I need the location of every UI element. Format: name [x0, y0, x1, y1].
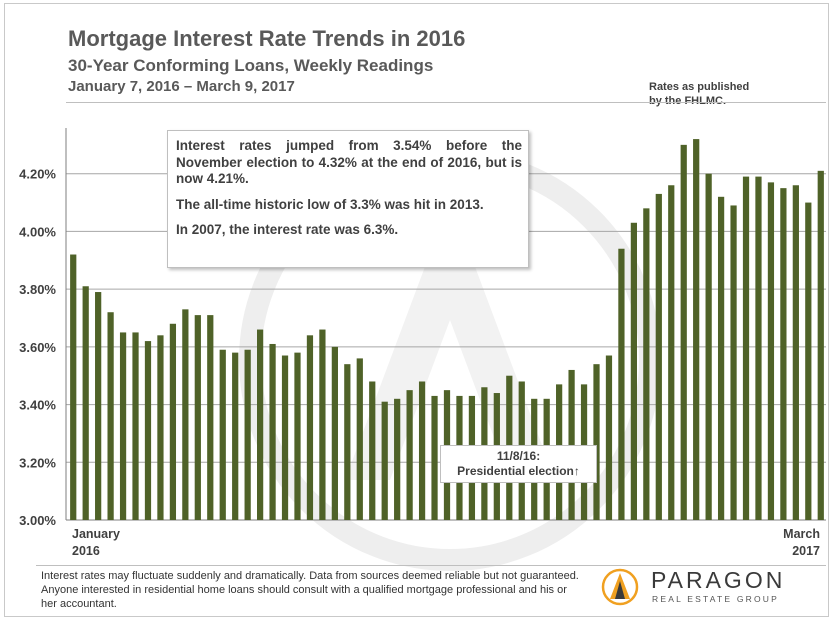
footer-divider — [36, 565, 826, 566]
y-tick-label: 3.60% — [19, 340, 56, 355]
logo-name: PARAGON — [651, 567, 786, 593]
chart-title: Mortgage Interest Rate Trends in 2016 — [68, 26, 466, 51]
bar — [618, 248, 625, 520]
header-divider — [66, 102, 826, 103]
chart-frame — [4, 3, 829, 617]
bar — [668, 185, 675, 520]
bar — [369, 381, 376, 520]
bar — [431, 395, 438, 520]
bar — [95, 292, 102, 520]
bar — [319, 329, 326, 520]
bar — [742, 176, 750, 520]
bar — [817, 170, 824, 521]
bar — [132, 332, 139, 520]
y-tick-label: 4.20% — [19, 167, 56, 182]
annotation-historic-low: The all-time historic low of 3.3% was hi… — [176, 196, 484, 212]
y-tick-label: 3.20% — [19, 455, 56, 470]
bar — [593, 364, 600, 520]
bar — [157, 335, 164, 520]
bar — [605, 355, 613, 520]
bar — [394, 398, 401, 520]
bar — [107, 312, 114, 520]
y-tick-label: 3.80% — [19, 282, 56, 297]
bar-series — [70, 139, 824, 521]
x-start-label-month: January — [72, 527, 120, 541]
paragon-logo: PARAGON REAL ESTATE GROUP — [601, 566, 801, 610]
bar — [680, 144, 687, 520]
bar — [82, 286, 89, 520]
x-start-label-year: 2016 — [72, 544, 100, 558]
bar — [269, 343, 276, 520]
bar — [568, 369, 575, 520]
bar — [406, 390, 413, 520]
bar — [144, 341, 152, 520]
annotation-rate-jump: Interest rates jumped from 3.54% before … — [176, 138, 522, 186]
bar — [331, 346, 338, 520]
y-tick-label: 3.00% — [19, 513, 56, 528]
election-date: 11/8/16: — [496, 449, 541, 463]
chart-subtitle: 30-Year Conforming Loans, Weekly Reading… — [68, 56, 434, 75]
y-axis-ticks: 3.00% 3.20% 3.40% 3.60% 3.80% 4.00% 4.20% — [19, 167, 56, 528]
bar — [780, 188, 787, 520]
bar — [219, 349, 226, 520]
y-tick-label: 3.40% — [19, 398, 56, 413]
disclaimer-text: Interest rates may fluctuate suddenly an… — [41, 570, 579, 610]
bar — [755, 176, 762, 520]
x-axis-labels: January 2016 March 2017 — [72, 527, 820, 558]
bar — [257, 329, 264, 520]
bar — [306, 335, 314, 520]
source-note: Rates as published by the FHLMC. — [649, 80, 769, 108]
source-line-2: by the FHLMC. — [649, 95, 726, 107]
bar — [207, 315, 214, 520]
bar — [381, 401, 388, 520]
date-range: January 7, 2016 – March 9, 2017 — [68, 78, 295, 95]
x-end-label-year: 2017 — [792, 544, 820, 558]
bar — [182, 309, 189, 520]
bar — [169, 323, 177, 520]
election-callout: 11/8/16: Presidential election↑ — [440, 445, 597, 483]
bar — [294, 352, 301, 520]
bar — [244, 349, 251, 520]
bar — [717, 196, 725, 521]
bar — [232, 352, 239, 520]
y-tick-label: 4.00% — [19, 224, 56, 239]
bar — [655, 193, 662, 520]
bar — [792, 185, 799, 520]
annotation-box: Interest rates jumped from 3.54% before … — [167, 130, 529, 268]
bar — [693, 139, 700, 521]
bar — [730, 205, 737, 520]
bar — [119, 332, 127, 520]
bar — [705, 173, 712, 520]
bar — [643, 208, 650, 521]
paragon-mark-icon — [601, 568, 639, 606]
bar — [194, 315, 201, 520]
bar — [356, 358, 363, 520]
annotation-2007-rate: In 2007, the interest rate was 6.3%. — [176, 222, 399, 237]
bar — [805, 202, 812, 521]
x-end-label-month: March — [783, 527, 820, 541]
bar — [630, 222, 637, 520]
election-text: Presidential election↑ — [457, 464, 580, 478]
bar — [70, 254, 77, 520]
source-line-1: Rates as published — [649, 81, 750, 93]
bar — [767, 182, 775, 520]
bar — [418, 381, 426, 520]
logo-subtitle: REAL ESTATE GROUP — [652, 594, 779, 604]
bar — [281, 355, 289, 520]
bar — [344, 364, 351, 520]
